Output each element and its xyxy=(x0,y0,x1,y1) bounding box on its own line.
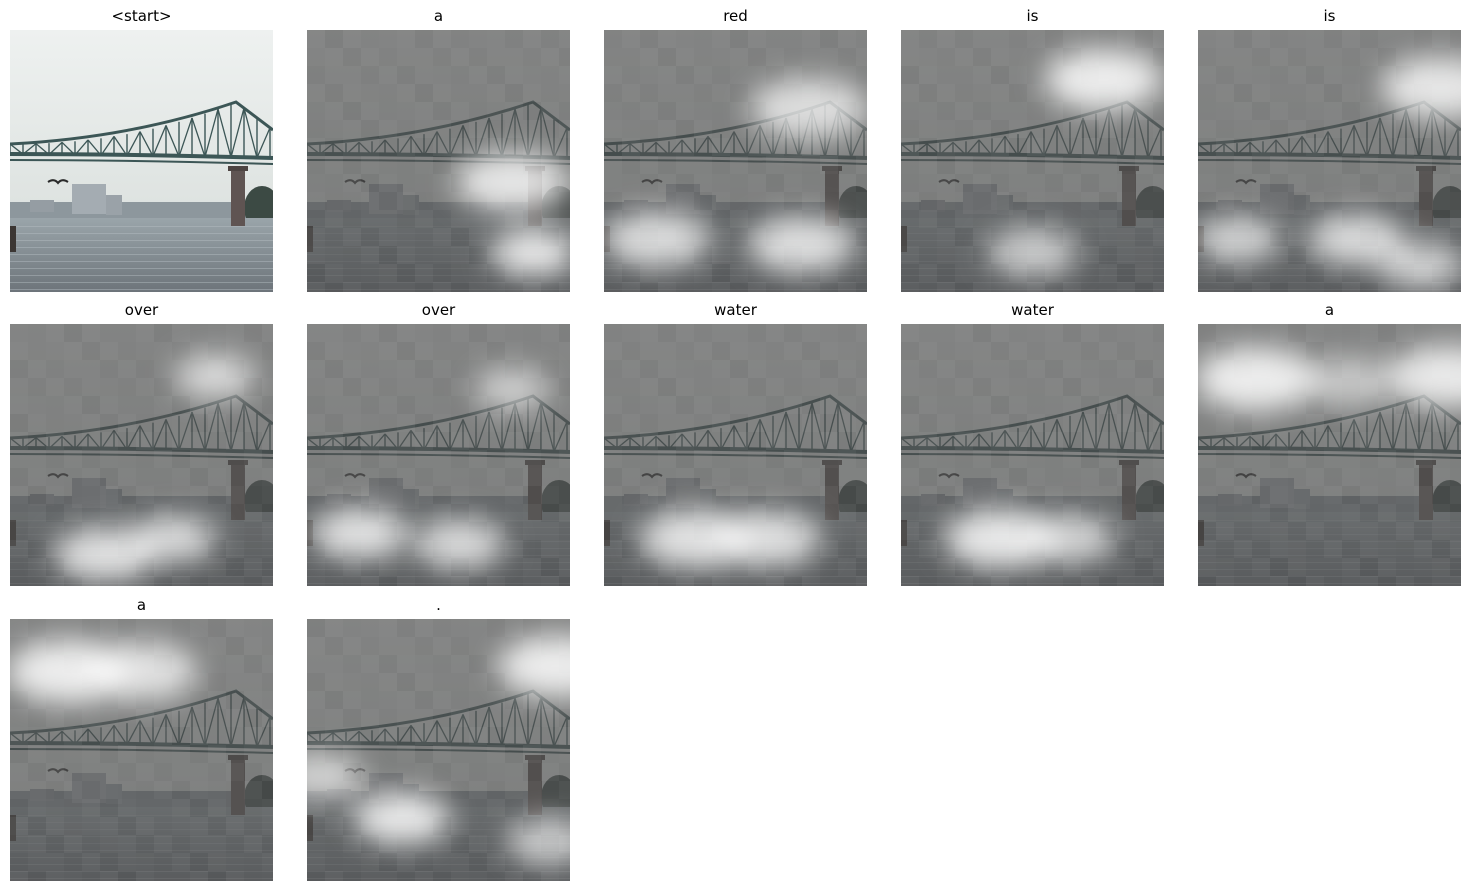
attention-image xyxy=(10,619,273,881)
panel-word: a xyxy=(1324,301,1335,319)
attention-highlights xyxy=(1198,57,1461,289)
attention-blob xyxy=(1044,49,1163,111)
panel-word: is xyxy=(1026,7,1039,25)
attention-highlights xyxy=(604,78,867,273)
panel-word: a xyxy=(433,7,444,25)
attention-highlights xyxy=(53,354,255,582)
attention-image xyxy=(307,30,570,292)
attention-blob xyxy=(175,354,255,399)
attention-panel: . xyxy=(307,589,570,883)
attention-image xyxy=(1198,324,1461,586)
attention-blob xyxy=(497,635,570,697)
attention-panel: over xyxy=(307,294,570,588)
attention-blob xyxy=(604,211,711,268)
attention-blob xyxy=(1307,214,1404,266)
attention-blob xyxy=(414,519,505,569)
attention-panel: is xyxy=(1198,0,1461,294)
attention-blob xyxy=(747,216,855,273)
attention-blob xyxy=(85,642,198,701)
attention-blob xyxy=(506,818,570,865)
panel-word: is xyxy=(1323,7,1336,25)
attention-highlights xyxy=(307,635,570,865)
attention-panel: over xyxy=(10,294,273,588)
attention-panel: is xyxy=(901,0,1164,294)
attention-panel: water xyxy=(901,294,1164,588)
attention-blob xyxy=(353,792,450,844)
attention-blob xyxy=(1305,357,1396,407)
attention-highlights xyxy=(311,368,551,569)
attention-blob xyxy=(311,508,408,560)
panel-word: water xyxy=(714,301,757,319)
attention-image xyxy=(10,30,273,292)
attention-image xyxy=(1198,30,1461,292)
attention-blocks xyxy=(604,324,867,586)
panel-word: water xyxy=(1011,301,1054,319)
attention-blob xyxy=(130,515,216,563)
attention-panel: a xyxy=(1198,294,1461,588)
attention-panel: a xyxy=(10,589,273,883)
attention-panel: a xyxy=(307,0,570,294)
attention-blob xyxy=(1379,242,1461,289)
attention-blob xyxy=(1024,514,1115,564)
attention-blob xyxy=(750,78,867,139)
panel-word: red xyxy=(723,7,748,25)
attention-image xyxy=(10,324,273,586)
attention-blob xyxy=(1198,216,1280,263)
panel-word: <start> xyxy=(111,7,172,25)
attention-image xyxy=(307,324,570,586)
attention-panel: red xyxy=(604,0,867,294)
attention-highlights xyxy=(944,509,1115,569)
attention-highlights xyxy=(1198,346,1461,411)
attention-blob xyxy=(987,228,1078,278)
attention-blob xyxy=(1388,346,1461,407)
panel-word: over xyxy=(421,301,456,319)
attention-image xyxy=(901,324,1164,586)
attention-blob xyxy=(1380,57,1461,119)
attention-blob xyxy=(455,152,569,212)
attention-blob xyxy=(944,509,1058,569)
attention-image xyxy=(604,30,867,292)
panel-word: over xyxy=(124,301,159,319)
photo-scene xyxy=(10,30,273,292)
attention-blob xyxy=(713,510,821,567)
panel-word: a xyxy=(136,596,147,614)
attention-image xyxy=(307,619,570,881)
panel-word: . xyxy=(436,596,441,614)
attention-blob xyxy=(307,753,363,800)
attention-image xyxy=(901,30,1164,292)
attention-blob xyxy=(490,229,570,276)
attention-image xyxy=(604,324,867,586)
attention-blob xyxy=(1198,347,1318,411)
attention-highlights xyxy=(455,152,570,276)
attention-panel: <start> xyxy=(10,0,273,294)
attention-blob xyxy=(474,368,551,411)
attention-highlights xyxy=(10,639,198,703)
attention-highlights xyxy=(987,49,1163,278)
attention-panel: water xyxy=(604,294,867,588)
attention-blob xyxy=(53,527,156,582)
attention-highlights xyxy=(639,509,821,569)
